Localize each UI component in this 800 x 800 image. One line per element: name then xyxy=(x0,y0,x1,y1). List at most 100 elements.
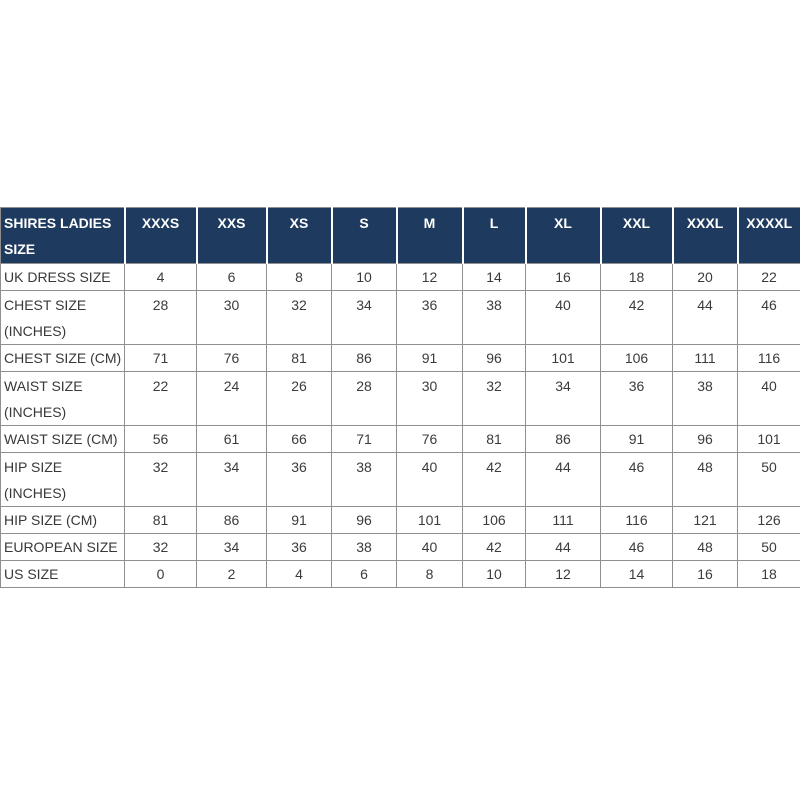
row-label-line2: (INCHES) xyxy=(4,404,67,420)
table-title-line2: SIZE xyxy=(4,241,36,257)
data-cell: 10 xyxy=(331,263,397,291)
table-row: US SIZE 0 2 4 6 8 10 12 14 16 18 xyxy=(0,560,800,588)
data-cell: 30 xyxy=(396,371,463,426)
data-cell: 116 xyxy=(737,344,800,372)
data-cell: 38 xyxy=(672,371,738,426)
data-cell: 46 xyxy=(737,290,800,345)
table-body: UK DRESS SIZE 4 6 8 10 12 14 16 18 20 22 CHEST SIZE… xyxy=(0,263,800,588)
data-cell: 44 xyxy=(525,452,601,507)
data-cell: 4 xyxy=(124,263,197,291)
data-cell: 32 xyxy=(266,290,332,345)
row-label: UK DRESS SIZE xyxy=(0,263,125,291)
data-cell: 36 xyxy=(266,452,332,507)
data-cell: 66 xyxy=(266,425,332,453)
data-cell: 50 xyxy=(737,533,800,561)
data-cell: 10 xyxy=(462,560,526,588)
data-cell: 38 xyxy=(331,452,397,507)
row-label: CHEST SIZE (INCHES) xyxy=(0,290,125,345)
data-cell: 38 xyxy=(462,290,526,345)
column-header-xxxl: XXXL xyxy=(671,207,738,264)
table-row: WAIST SIZE (INCHES) 22 24 26 28 30 32 34 36 38 40 xyxy=(0,371,800,426)
row-label: HIP SIZE (INCHES) xyxy=(0,452,125,507)
row-label-line1: US SIZE xyxy=(4,566,59,582)
data-cell: 46 xyxy=(600,452,673,507)
data-cell: 50 xyxy=(737,452,800,507)
data-cell: 8 xyxy=(396,560,463,588)
table-row: CHEST SIZE (INCHES) 28 30 32 34 36 38 40 42 44 46 xyxy=(0,290,800,345)
data-cell: 91 xyxy=(266,506,332,534)
data-cell: 24 xyxy=(196,371,267,426)
data-cell: 42 xyxy=(600,290,673,345)
data-cell: 18 xyxy=(737,560,800,588)
data-cell: 40 xyxy=(737,371,800,426)
column-header-s: S xyxy=(330,207,397,264)
row-label-line1: HIP SIZE (CM) xyxy=(4,512,98,528)
data-cell: 91 xyxy=(396,344,463,372)
data-cell: 44 xyxy=(525,533,601,561)
data-cell: 6 xyxy=(196,263,267,291)
data-cell: 111 xyxy=(672,344,738,372)
data-cell: 71 xyxy=(331,425,397,453)
row-label: CHEST SIZE (CM) xyxy=(0,344,125,372)
data-cell: 0 xyxy=(124,560,197,588)
data-cell: 86 xyxy=(331,344,397,372)
data-cell: 34 xyxy=(331,290,397,345)
data-cell: 12 xyxy=(525,560,601,588)
data-cell: 36 xyxy=(600,371,673,426)
data-cell: 42 xyxy=(462,533,526,561)
column-header-xl: XL xyxy=(524,207,601,264)
column-header-xxl: XXL xyxy=(599,207,673,264)
table-row: CHEST SIZE (CM) 71 76 81 86 91 96 101 106 111 116 xyxy=(0,344,800,372)
data-cell: 106 xyxy=(600,344,673,372)
data-cell: 14 xyxy=(600,560,673,588)
data-cell: 20 xyxy=(672,263,738,291)
data-cell: 96 xyxy=(331,506,397,534)
data-cell: 36 xyxy=(396,290,463,345)
row-label-line2: (INCHES) xyxy=(4,485,67,501)
data-cell: 48 xyxy=(672,452,738,507)
row-label-line1: UK DRESS SIZE xyxy=(4,269,111,285)
data-cell: 18 xyxy=(600,263,673,291)
data-cell: 32 xyxy=(462,371,526,426)
row-label-line1: EUROPEAN SIZE xyxy=(4,539,118,555)
row-label-line1: CHEST SIZE (CM) xyxy=(4,350,122,366)
data-cell: 76 xyxy=(196,344,267,372)
data-cell: 30 xyxy=(196,290,267,345)
data-cell: 6 xyxy=(331,560,397,588)
data-cell: 96 xyxy=(462,344,526,372)
ladies-size-table: SHIRES LADIES SIZE XXXS XXS XS S M L XL XXL XXXL XX… xyxy=(0,207,800,588)
data-cell: 42 xyxy=(462,452,526,507)
size-chart-table-container: SHIRES LADIES SIZE XXXS XXS XS S M L XL XXL XXXL XX… xyxy=(0,207,800,588)
column-header-xxs: XXS xyxy=(195,207,267,264)
table-row: UK DRESS SIZE 4 6 8 10 12 14 16 18 20 22 xyxy=(0,263,800,291)
header-row: SHIRES LADIES SIZE XXXS XXS XS S M L XL XXL XXXL XX… xyxy=(0,207,800,264)
data-cell: 38 xyxy=(331,533,397,561)
data-cell: 16 xyxy=(525,263,601,291)
data-cell: 22 xyxy=(737,263,800,291)
table-title-cell: SHIRES LADIES SIZE xyxy=(0,207,125,264)
column-header-xs: XS xyxy=(265,207,332,264)
row-label: EUROPEAN SIZE xyxy=(0,533,125,561)
data-cell: 36 xyxy=(266,533,332,561)
column-header-l: L xyxy=(461,207,526,264)
row-label-line2: (INCHES) xyxy=(4,323,67,339)
column-header-m: M xyxy=(395,207,463,264)
row-label-line1: WAIST SIZE (CM) xyxy=(4,431,118,447)
column-header-xxxxl: XXXXL xyxy=(736,207,800,264)
data-cell: 71 xyxy=(124,344,197,372)
data-cell: 40 xyxy=(525,290,601,345)
data-cell: 111 xyxy=(525,506,601,534)
data-cell: 81 xyxy=(462,425,526,453)
column-header-xxxs: XXXS xyxy=(123,207,197,264)
data-cell: 81 xyxy=(124,506,197,534)
data-cell: 61 xyxy=(196,425,267,453)
data-cell: 86 xyxy=(525,425,601,453)
row-label: WAIST SIZE (INCHES) xyxy=(0,371,125,426)
data-cell: 40 xyxy=(396,452,463,507)
data-cell: 101 xyxy=(396,506,463,534)
data-cell: 44 xyxy=(672,290,738,345)
data-cell: 28 xyxy=(331,371,397,426)
data-cell: 96 xyxy=(672,425,738,453)
data-cell: 46 xyxy=(600,533,673,561)
